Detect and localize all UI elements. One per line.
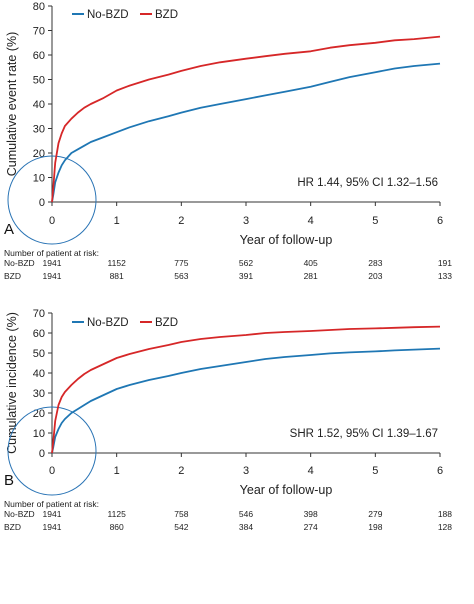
risk-value: 274 [304, 522, 318, 532]
y-tick-label: 30 [33, 388, 45, 400]
x-tick-label: 6 [437, 465, 443, 477]
x-tick-label: 3 [243, 215, 249, 227]
risk-value: 281 [304, 271, 318, 281]
y-tick-label: 0 [39, 197, 45, 209]
risk-row-label: No-BZD [4, 258, 35, 268]
risk-value: 191 [438, 258, 452, 268]
risk-value: 283 [368, 258, 382, 268]
risk-value: 562 [239, 258, 253, 268]
risk-value: 398 [304, 509, 318, 519]
y-tick-label: 70 [33, 308, 45, 320]
legend-label-bzd: BZD [155, 317, 178, 329]
risk-table-title: Number of patient at risk: [4, 499, 99, 509]
risk-value: 542 [174, 522, 188, 532]
y-tick-label: 80 [33, 1, 45, 13]
y-axis-label: Cumulative incidence (%) [5, 312, 19, 454]
risk-value: 405 [304, 258, 318, 268]
risk-value: 1152 [108, 258, 127, 268]
risk-row-label: BZD [4, 522, 21, 532]
y-tick-label: 70 [33, 26, 45, 38]
x-tick-label: 5 [372, 465, 378, 477]
x-axis-label: Year of follow-up [240, 483, 333, 497]
y-tick-label: 0 [39, 448, 45, 460]
panel-label: A [4, 221, 14, 238]
x-axis-label: Year of follow-up [240, 233, 333, 247]
risk-value: 1941 [43, 509, 62, 519]
chart-panel-B: 0 10 20 30 40 50 60 70 0 1 2 3 4 5 6 Year of follow-up C… [4, 308, 452, 532]
x-tick-label: 0 [49, 215, 55, 227]
risk-value: 279 [368, 509, 382, 519]
risk-value: 1941 [43, 271, 62, 281]
risk-value: 1941 [43, 258, 62, 268]
risk-value: 1125 [108, 509, 127, 519]
x-tick-label: 0 [49, 465, 55, 477]
series-line-bzd [51, 35, 441, 203]
risk-value: 881 [110, 271, 124, 281]
x-tick-label: 4 [308, 215, 314, 227]
x-tick-label: 4 [308, 465, 314, 477]
risk-value: 188 [438, 509, 452, 519]
origin-highlight-circle [7, 155, 97, 245]
y-tick-label: 10 [33, 173, 45, 185]
x-tick-label: 3 [243, 465, 249, 477]
y-tick-label: 40 [33, 99, 45, 111]
y-tick-label: 40 [33, 368, 45, 380]
risk-value: 546 [239, 509, 253, 519]
y-tick-label: 50 [33, 75, 45, 87]
y-tick-label: 60 [33, 50, 45, 62]
risk-value: 758 [174, 509, 188, 519]
y-tick-label: 10 [33, 428, 45, 440]
x-tick-label: 2 [178, 215, 184, 227]
legend-label-no-bzd: No-BZD [87, 9, 129, 21]
risk-value: 133 [438, 271, 452, 281]
panel-label: B [4, 472, 14, 489]
risk-value: 384 [239, 522, 253, 532]
risk-value: 1941 [43, 522, 62, 532]
legend-label-bzd: BZD [155, 9, 178, 21]
y-tick-label: 20 [33, 408, 45, 420]
risk-value: 198 [368, 522, 382, 532]
origin-highlight-circle [7, 406, 97, 496]
risk-value: 128 [438, 522, 452, 532]
x-tick-label: 2 [178, 465, 184, 477]
series-line-bzd [51, 325, 441, 454]
risk-value: 775 [174, 258, 188, 268]
y-tick-label: 50 [33, 348, 45, 360]
series-line-no-bzd [51, 62, 441, 203]
x-tick-label: 1 [114, 215, 120, 227]
risk-row-label: No-BZD [4, 509, 35, 519]
risk-row-label: BZD [4, 271, 21, 281]
hazard-ratio-annotation: SHR 1.52, 95% CI 1.39–1.67 [290, 428, 438, 440]
series-line-no-bzd [51, 347, 441, 454]
x-tick-label: 1 [114, 465, 120, 477]
x-tick-label: 6 [437, 215, 443, 227]
hazard-ratio-annotation: HR 1.44, 95% CI 1.32–1.56 [297, 177, 438, 189]
risk-value: 860 [110, 522, 124, 532]
risk-value: 391 [239, 271, 253, 281]
risk-value: 563 [174, 271, 188, 281]
y-tick-label: 60 [33, 328, 45, 340]
y-tick-label: 30 [33, 124, 45, 136]
y-axis-label: Cumulative event rate (%) [5, 32, 19, 177]
risk-value: 203 [368, 271, 382, 281]
risk-table-title: Number of patient at risk: [4, 248, 99, 258]
legend-label-no-bzd: No-BZD [87, 317, 129, 329]
x-tick-label: 5 [372, 215, 378, 227]
